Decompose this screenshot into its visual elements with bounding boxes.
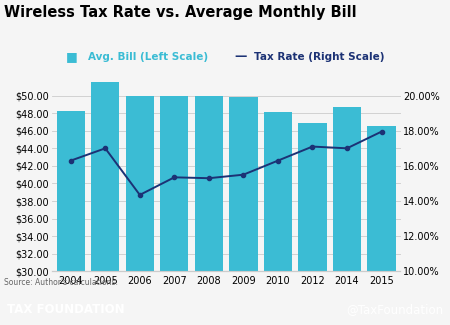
Text: —: — xyxy=(234,50,247,63)
Text: Avg. Bill (Left Scale): Avg. Bill (Left Scale) xyxy=(88,52,208,62)
Bar xyxy=(126,96,154,325)
Bar xyxy=(57,111,85,325)
Bar xyxy=(298,123,327,325)
Text: TAX FOUNDATION: TAX FOUNDATION xyxy=(7,303,124,316)
Bar xyxy=(264,112,292,325)
Text: Source: Author's calculations.: Source: Author's calculations. xyxy=(4,278,118,287)
Bar xyxy=(91,83,119,325)
Bar xyxy=(160,96,189,325)
Bar xyxy=(229,98,257,325)
Text: ■: ■ xyxy=(66,50,78,63)
Text: Tax Rate (Right Scale): Tax Rate (Right Scale) xyxy=(254,52,385,62)
Bar xyxy=(367,126,396,325)
Bar xyxy=(195,96,223,325)
Text: @TaxFoundation: @TaxFoundation xyxy=(346,303,443,316)
Text: Wireless Tax Rate vs. Average Monthly Bill: Wireless Tax Rate vs. Average Monthly Bi… xyxy=(4,5,357,20)
Bar xyxy=(333,107,361,325)
